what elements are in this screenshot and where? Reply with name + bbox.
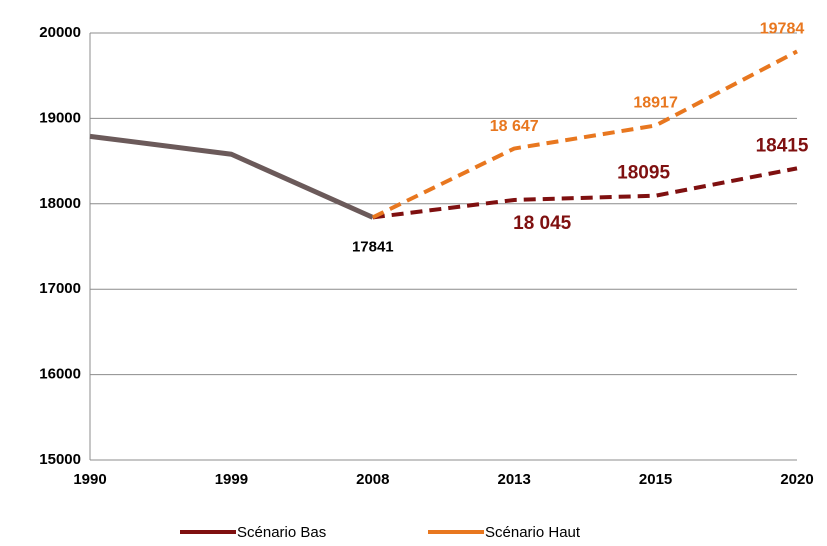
data-label: 18415 xyxy=(756,135,809,156)
data-label: 19784 xyxy=(760,21,805,38)
data-label: 18 045 xyxy=(513,213,572,234)
x-tick-label: 2013 xyxy=(498,471,531,488)
x-tick-label: 1999 xyxy=(215,471,248,488)
legend-label: Scénario Bas xyxy=(237,524,326,541)
legend-label: Scénario Haut xyxy=(485,524,581,541)
data-label: 17841 xyxy=(352,238,394,255)
y-tick-label: 16000 xyxy=(39,366,81,383)
data-label: 18917 xyxy=(633,95,678,112)
line-series xyxy=(89,133,374,220)
x-tick-label: 2020 xyxy=(780,471,813,488)
line-series xyxy=(372,166,798,220)
y-tick-label: 15000 xyxy=(39,451,81,468)
x-tick-label: 2015 xyxy=(639,471,672,488)
y-tick-label: 17000 xyxy=(39,280,81,297)
line-series xyxy=(371,49,798,220)
y-tick-label: 20000 xyxy=(39,24,81,41)
data-label: 18 647 xyxy=(490,118,539,135)
y-tick-label: 18000 xyxy=(39,195,81,212)
x-tick-label: 2008 xyxy=(356,471,389,488)
x-tick-label: 1990 xyxy=(73,471,106,488)
data-label: 18095 xyxy=(617,163,670,184)
y-tick-label: 19000 xyxy=(39,109,81,126)
